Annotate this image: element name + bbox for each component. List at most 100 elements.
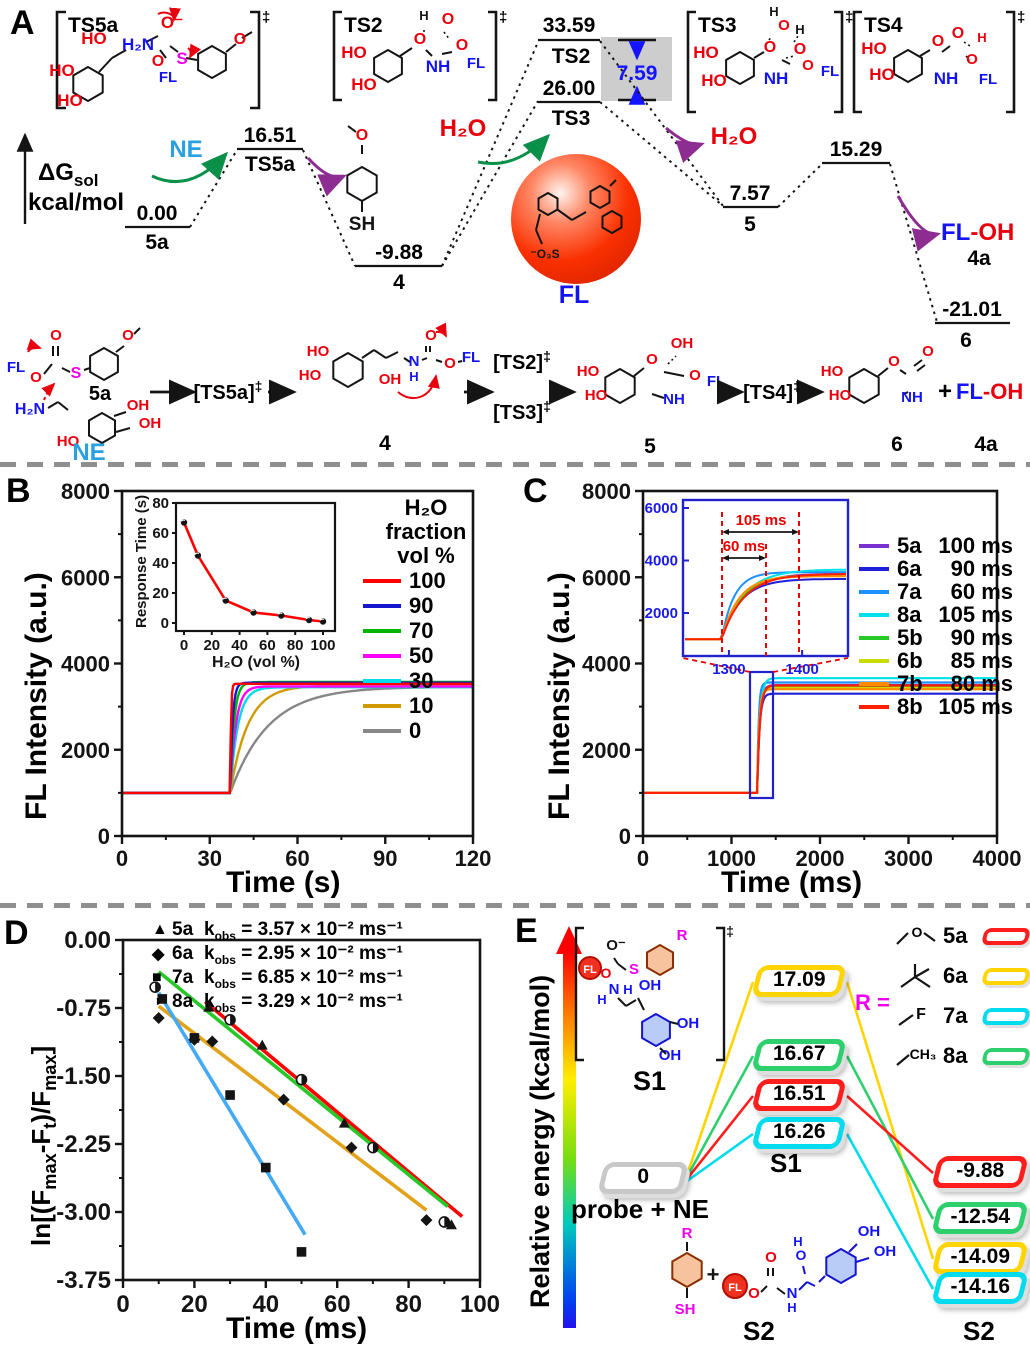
energy-value: -12.54: [950, 1205, 1011, 1228]
svg-text:O: O: [50, 327, 62, 344]
svg-text:S: S: [176, 49, 187, 68]
svg-text:O: O: [456, 37, 468, 54]
svg-text:-0.75: -0.75: [56, 995, 111, 1022]
panel-b-curves: [122, 680, 473, 795]
legend-item-6b: 6b 85 ms: [859, 648, 1019, 673]
svg-text:0: 0: [637, 846, 649, 871]
svg-text:26.00: 26.00: [543, 77, 596, 100]
svg-text:OH: OH: [379, 371, 402, 388]
legend-item-5b: 5b 90 ms: [859, 625, 1019, 650]
svg-text:1400: 1400: [785, 661, 818, 678]
legend-item-7b: 7b 80 ms: [859, 671, 1019, 696]
svg-text:NE: NE: [72, 439, 105, 462]
svg-text:O: O: [802, 57, 814, 74]
svg-text:CH₃: CH₃: [910, 1046, 937, 1062]
ddagger-symbols: ‡ ‡ ‡ ‡: [262, 9, 1025, 26]
svg-text:NH: NH: [764, 69, 789, 88]
svg-text:SH: SH: [675, 1301, 696, 1318]
svg-text:FL: FL: [728, 1282, 742, 1294]
svg-text:R: R: [677, 927, 688, 944]
r-legend-item-5a: O 5a: [893, 920, 1030, 952]
svg-text:+: +: [707, 1262, 720, 1287]
panel-e-connectors: [685, 981, 935, 1290]
svg-text:60: 60: [259, 637, 276, 654]
panel-c-letter: C: [523, 472, 548, 510]
svg-text:6000: 6000: [61, 565, 110, 590]
svg-text:HO: HO: [829, 387, 852, 404]
divider-2: [0, 903, 1030, 908]
svg-text:‡: ‡: [262, 9, 270, 26]
svg-text:O: O: [414, 31, 426, 48]
r-legend-item-7a: F 7a: [893, 1000, 1030, 1032]
svg-text:O: O: [796, 1247, 807, 1263]
fl-sphere-label: FL: [559, 281, 590, 309]
scheme-fl-oh: FL-OH: [956, 379, 1023, 404]
svg-text:60: 60: [324, 1291, 351, 1318]
svg-text:O: O: [689, 367, 701, 384]
svg-text:TS2: TS2: [344, 14, 383, 37]
svg-text:80: 80: [395, 1291, 422, 1318]
svg-text:15.29: 15.29: [830, 138, 883, 161]
svg-text:4000: 4000: [61, 652, 110, 677]
svg-text:0: 0: [161, 615, 169, 632]
platform-s2-7a: -14.16: [931, 1272, 1029, 1304]
svg-text:NH: NH: [663, 391, 685, 408]
svg-text:OH: OH: [139, 415, 162, 432]
svg-text:7.57: 7.57: [730, 182, 771, 205]
legend-item-100: 100: [363, 568, 489, 593]
svg-text:105 ms: 105 ms: [736, 512, 787, 529]
panel-c-legend: 5a 100 ms 6a 90 ms 7a 60 ms 8a 105 ms 5b 90 ms 6b 8…: [859, 533, 1019, 719]
svg-text:6: 6: [891, 433, 903, 456]
svg-text:NH: NH: [934, 69, 959, 88]
h2o-label-left: H₂O: [440, 115, 487, 142]
h2o-label-right: H₂O: [711, 123, 758, 150]
s2-structure-label: S2: [743, 1316, 775, 1346]
svg-text:0.00: 0.00: [64, 927, 111, 954]
svg-text:OH: OH: [127, 397, 150, 414]
svg-text:O: O: [601, 965, 612, 981]
svg-text:40: 40: [231, 637, 248, 654]
svg-text:4: 4: [393, 271, 405, 294]
svg-text:-1.50: -1.50: [56, 1063, 111, 1090]
svg-text:F: F: [916, 1006, 926, 1023]
svg-text:HO: HO: [307, 343, 330, 360]
svg-text:FL: FL: [707, 373, 725, 390]
svg-text:0: 0: [116, 846, 128, 871]
svg-text:4000: 4000: [973, 846, 1022, 871]
svg-text:N: N: [787, 1285, 798, 1302]
energy-value: -9.88: [956, 1159, 1005, 1182]
panel-c-xlabel: Time (ms): [721, 866, 863, 899]
svg-text:4: 4: [379, 432, 391, 455]
svg-text:TS5a: TS5a: [68, 14, 119, 37]
ts-brackets: [55, 10, 1016, 114]
svg-text:0.00: 0.00: [137, 202, 178, 225]
svg-text:H: H: [795, 22, 804, 37]
legend-item-10: 10: [363, 693, 489, 718]
svg-text:O: O: [122, 327, 134, 344]
svg-text:‡: ‡: [499, 9, 507, 26]
energy-levels: [125, 38, 1010, 325]
svg-text:HO: HO: [57, 433, 80, 450]
svg-text:O: O: [356, 127, 368, 144]
svg-text:O: O: [442, 11, 454, 28]
svg-text:SH: SH: [349, 214, 375, 235]
svg-text:HO: HO: [821, 363, 844, 380]
svg-text:0: 0: [98, 824, 110, 849]
legend-item-6a: ◆ 6a kobs = 2.95 × 10⁻² ms⁻¹: [152, 942, 403, 967]
svg-text:⁻O₃S: ⁻O₃S: [530, 247, 559, 261]
legend-title-2: vol %: [397, 543, 455, 568]
methoxy-glyph: O: [896, 924, 936, 945]
svg-text:100: 100: [460, 1291, 500, 1318]
svg-text:FL: FL: [821, 63, 839, 80]
svg-text:H: H: [623, 982, 632, 997]
svg-text:0: 0: [619, 824, 631, 849]
svg-text:TS5a: TS5a: [245, 153, 296, 176]
methyl-glyph: CH₃: [896, 1046, 937, 1066]
svg-text:N: N: [609, 981, 620, 998]
dg-axis-label: ΔGsol: [38, 159, 98, 190]
